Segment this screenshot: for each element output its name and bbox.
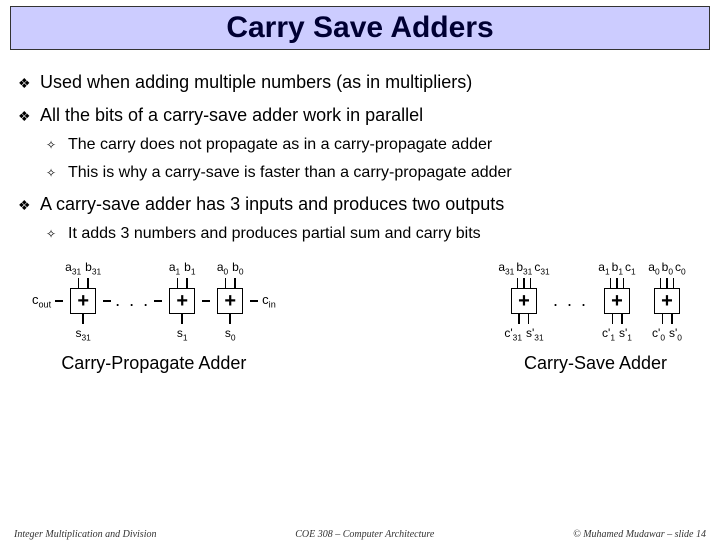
bullet-2-2-text: This is why a carry-save is faster than …	[68, 164, 512, 182]
content-area: ❖ Used when adding multiple numbers (as …	[0, 50, 720, 374]
bullet-3-1: ✧ It adds 3 numbers and produces partial…	[46, 225, 702, 243]
cpa-col-31: a31 b31 + s31	[63, 260, 103, 342]
diamond-icon: ❖	[18, 75, 32, 92]
csa-in-1: a1 b1 c1	[598, 260, 635, 276]
bullet-2-1: ✧ The carry does not propagate as in a c…	[46, 136, 702, 154]
footer-right: © Muhamed Mudawar – slide 14	[573, 529, 706, 540]
bullet-3-text: A carry-save adder has 3 inputs and prod…	[40, 194, 504, 215]
csa-col-1: a1 b1 c1 + c'1 s'1	[592, 260, 642, 342]
csa-out-31: c'31 s'31	[504, 326, 543, 342]
cpa-in-1: a1 b1	[169, 260, 196, 276]
bullet-1-text: Used when adding multiple numbers (as in…	[40, 72, 472, 93]
footer-center: COE 308 – Computer Architecture	[295, 529, 434, 540]
slide-title: Carry Save Adders	[11, 11, 709, 45]
cin-label: cin	[262, 292, 276, 310]
cpa-out-0: s0	[225, 326, 236, 342]
subdiamond-icon: ✧	[46, 138, 60, 152]
carry-wire	[250, 300, 258, 302]
adder-box: +	[654, 288, 680, 314]
ellipsis-icon: . . .	[115, 290, 150, 313]
cpa-in-0: a0 b0	[217, 260, 244, 276]
bullet-3-1-text: It adds 3 numbers and produces partial s…	[68, 225, 481, 243]
diamond-icon: ❖	[18, 108, 32, 125]
cout-label: cout	[32, 292, 51, 310]
subdiamond-icon: ✧	[46, 227, 60, 241]
diagram-row: cout a31 b31 + s31 . . .	[18, 255, 702, 374]
bullet-2-text: All the bits of a carry-save adder work …	[40, 105, 423, 126]
bullet-1: ❖ Used when adding multiple numbers (as …	[18, 72, 702, 93]
cpa-out-31: s31	[75, 326, 90, 342]
footer: Integer Multiplication and Division COE …	[0, 529, 720, 540]
adder-box: +	[604, 288, 630, 314]
bullet-3: ❖ A carry-save adder has 3 inputs and pr…	[18, 194, 702, 215]
carry-wire	[103, 300, 111, 302]
cpa-diagram: cout a31 b31 + s31 . . .	[28, 255, 280, 374]
footer-left: Integer Multiplication and Division	[14, 529, 156, 540]
cpa-col-1: a1 b1 + s1	[162, 260, 202, 342]
cpa-adders: cout a31 b31 + s31 . . .	[28, 255, 280, 347]
cpa-col-0: a0 b0 + s0	[210, 260, 250, 342]
carry-wire	[202, 300, 210, 302]
bullet-2-2: ✧ This is why a carry-save is faster tha…	[46, 164, 702, 182]
adder-box: +	[217, 288, 243, 314]
bullet-2-1-text: The carry does not propagate as in a car…	[68, 136, 492, 154]
csa-adders: a31 b31 c31 + c'31 s'31 . . . a1	[499, 255, 692, 347]
diamond-icon: ❖	[18, 197, 32, 214]
bullet-2: ❖ All the bits of a carry-save adder wor…	[18, 105, 702, 126]
adder-box: +	[511, 288, 537, 314]
subdiamond-icon: ✧	[46, 166, 60, 180]
ellipsis-icon: . . .	[553, 290, 588, 313]
csa-col-31: a31 b31 c31 + c'31 s'31	[499, 260, 549, 342]
csa-in-0: a0 b0 c0	[648, 260, 685, 276]
carry-wire	[55, 300, 63, 302]
csa-diagram: a31 b31 c31 + c'31 s'31 . . . a1	[499, 255, 692, 374]
csa-out-0: c'0 s'0	[652, 326, 682, 342]
csa-in-31: a31 b31 c31	[498, 260, 549, 276]
csa-title: Carry-Save Adder	[499, 353, 692, 374]
title-bar: Carry Save Adders	[10, 6, 710, 50]
adder-box: +	[70, 288, 96, 314]
csa-out-1: c'1 s'1	[602, 326, 632, 342]
csa-col-0: a0 b0 c0 + c'0 s'0	[642, 260, 692, 342]
carry-wire	[154, 300, 162, 302]
cpa-in-31: a31 b31	[65, 260, 101, 276]
adder-box: +	[169, 288, 195, 314]
cpa-title: Carry-Propagate Adder	[28, 353, 280, 374]
cpa-out-1: s1	[177, 326, 188, 342]
